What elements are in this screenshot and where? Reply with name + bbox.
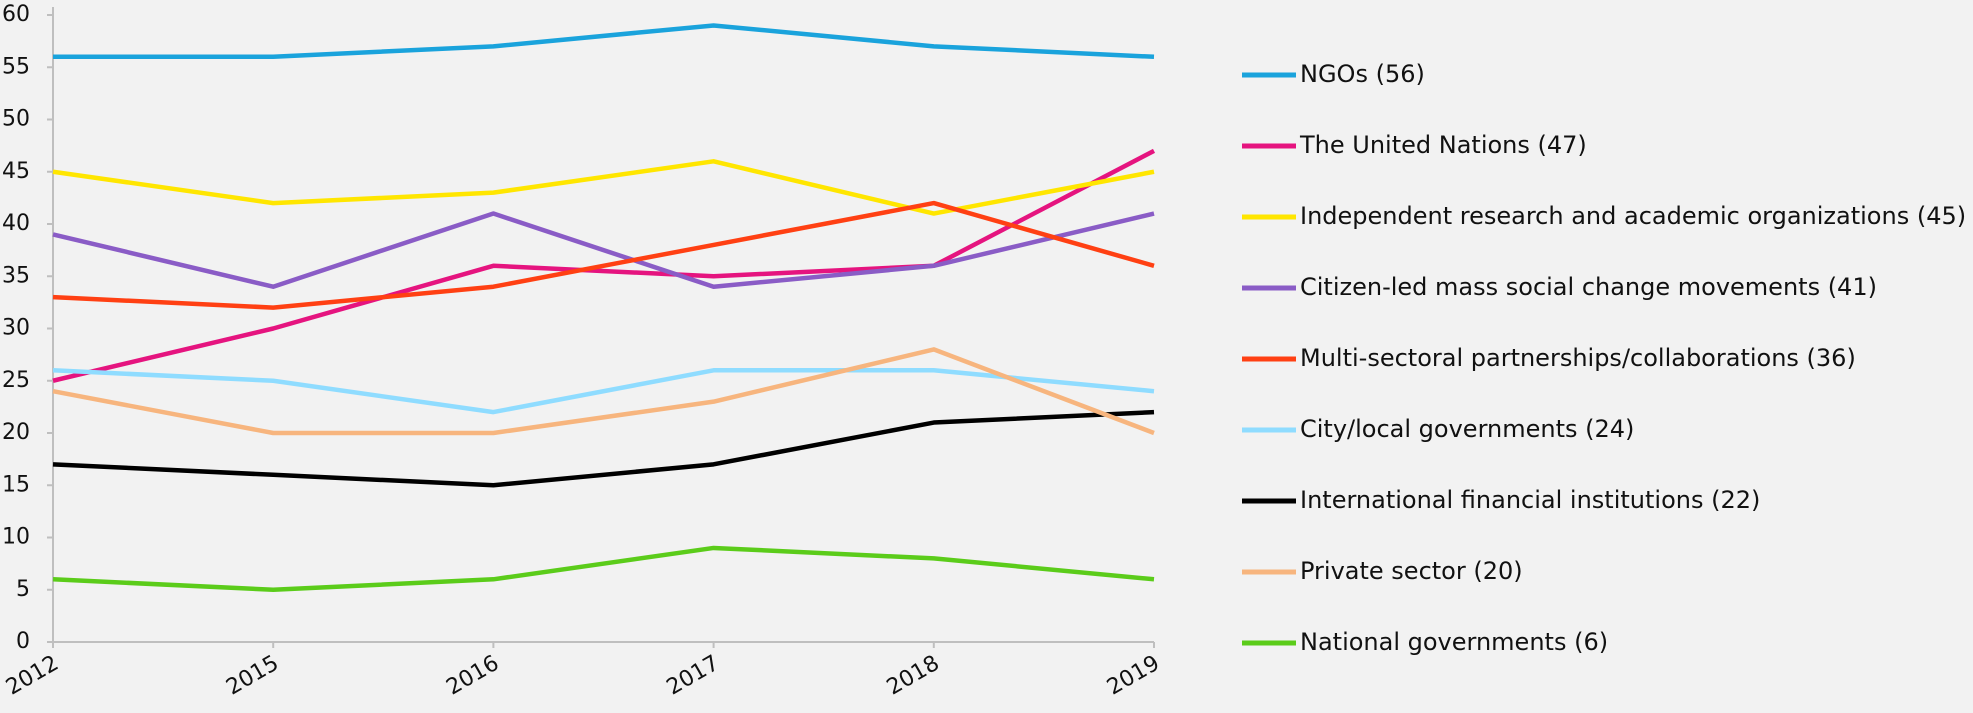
legend-label: Multi-sectoral partnerships/collaboratio… bbox=[1300, 344, 1856, 372]
series-line bbox=[52, 159, 1155, 216]
series-line bbox=[52, 409, 1155, 488]
series-line bbox=[53, 23, 1155, 60]
y-tick-label: 60 bbox=[2, 2, 30, 27]
series-line bbox=[52, 545, 1155, 592]
x-tick-label: 2015 bbox=[222, 651, 283, 701]
y-tick-label: 25 bbox=[2, 368, 30, 393]
y-tick-label: 35 bbox=[2, 263, 30, 288]
legend-label: The United Nations (47) bbox=[1299, 131, 1587, 159]
y-tick-label: 15 bbox=[2, 472, 30, 497]
legend-label: Independent research and academic organi… bbox=[1300, 202, 1966, 230]
y-tick-label: 10 bbox=[2, 525, 30, 550]
legend-label: NGOs (56) bbox=[1300, 60, 1425, 88]
legend-label: Private sector (20) bbox=[1300, 557, 1523, 585]
series-line bbox=[52, 200, 1155, 310]
y-tick-label: 55 bbox=[2, 54, 30, 79]
y-tick-label: 40 bbox=[2, 211, 30, 236]
x-tick-label: 2017 bbox=[663, 651, 724, 701]
x-tick-label: 2016 bbox=[442, 651, 503, 701]
y-tick-label: 30 bbox=[2, 316, 30, 341]
legend-label: City/local governments (24) bbox=[1300, 415, 1634, 443]
y-tick-label: 45 bbox=[2, 159, 30, 184]
y-tick-label: 5 bbox=[16, 577, 30, 602]
legend-label: International financial institutions (22… bbox=[1300, 486, 1760, 514]
x-tick-label: 2018 bbox=[883, 651, 944, 701]
y-tick-label: 0 bbox=[16, 629, 30, 654]
legend-label: Citizen-led mass social change movements… bbox=[1300, 273, 1877, 301]
x-tick-label: 2019 bbox=[1103, 651, 1164, 701]
legend-label: National governments (6) bbox=[1300, 628, 1608, 656]
x-tick-label: 2012 bbox=[2, 651, 63, 701]
series-line bbox=[52, 368, 1155, 415]
y-tick-label: 20 bbox=[2, 420, 30, 445]
series-line bbox=[52, 148, 1156, 383]
series-line bbox=[52, 211, 1155, 289]
y-tick-label: 50 bbox=[2, 107, 30, 132]
series-line bbox=[52, 347, 1155, 436]
